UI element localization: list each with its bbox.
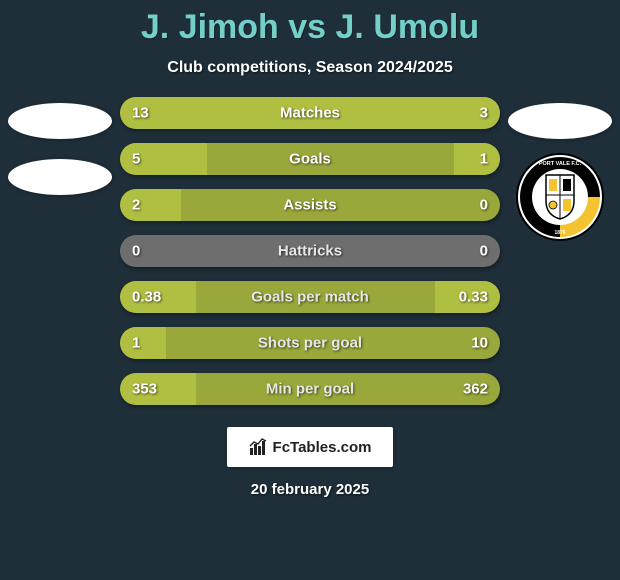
stat-bar: 2 0 Assists [120,189,500,221]
bar-left-fill [120,189,181,221]
bar-left-value: 353 [132,381,157,398]
bar-left-value: 13 [132,105,149,122]
bar-left-fill [120,97,386,129]
stat-bar: 0 0 Hattricks [120,235,500,267]
content-row: 13 3 Matches 5 1 Goals 2 0 Assists 0 0 Hattricks 0.3… [0,97,620,405]
page-title: J. Jimoh vs J. Umolu [0,8,620,47]
bar-left-value: 5 [132,151,140,168]
branding-text: FcTables.com [273,439,372,456]
left-badge-column [8,97,112,195]
stat-bar: 5 1 Goals [120,143,500,175]
svg-text:PORT VALE F.C.: PORT VALE F.C. [539,161,582,167]
bar-left-value: 0.38 [132,289,161,306]
bar-label: Shots per goal [258,335,362,352]
stat-bar: 0.38 0.33 Goals per match [120,281,500,313]
comparison-card: J. Jimoh vs J. Umolu Club competitions, … [0,0,620,580]
bar-right-fill [454,143,500,175]
bar-right-value: 0 [480,243,488,260]
team-badge-placeholder [8,159,112,195]
branding-badge: FcTables.com [227,427,393,467]
bar-left-value: 2 [132,197,140,214]
bar-label: Hattricks [278,243,342,260]
bar-right-value: 0 [480,197,488,214]
port-vale-crest-icon: 1876 PORT VALE F.C. [516,153,604,241]
bar-right-value: 3 [480,105,488,122]
bar-left-value: 1 [132,335,140,352]
bar-left-fill [120,327,166,359]
stat-bar: 13 3 Matches [120,97,500,129]
bar-right-value: 362 [463,381,488,398]
bar-label: Goals [289,151,331,168]
svg-text:1876: 1876 [554,230,565,236]
bar-label: Matches [280,105,340,122]
bar-label: Assists [283,197,336,214]
bar-right-value: 1 [480,151,488,168]
date-text: 20 february 2025 [0,481,620,498]
chart-icon [249,438,269,456]
bar-label: Min per goal [266,381,354,398]
subtitle: Club competitions, Season 2024/2025 [0,59,620,77]
bar-left-value: 0 [132,243,140,260]
bar-right-value: 10 [471,335,488,352]
stat-bar: 1 10 Shots per goal [120,327,500,359]
right-badge-column: 1876 PORT VALE F.C. [508,97,612,241]
team-badge-placeholder [8,103,112,139]
bar-right-value: 0.33 [459,289,488,306]
bar-label: Goals per match [251,289,369,306]
stat-bars: 13 3 Matches 5 1 Goals 2 0 Assists 0 0 Hattricks 0.3… [120,97,500,405]
team-badge-placeholder [508,103,612,139]
stat-bar: 353 362 Min per goal [120,373,500,405]
